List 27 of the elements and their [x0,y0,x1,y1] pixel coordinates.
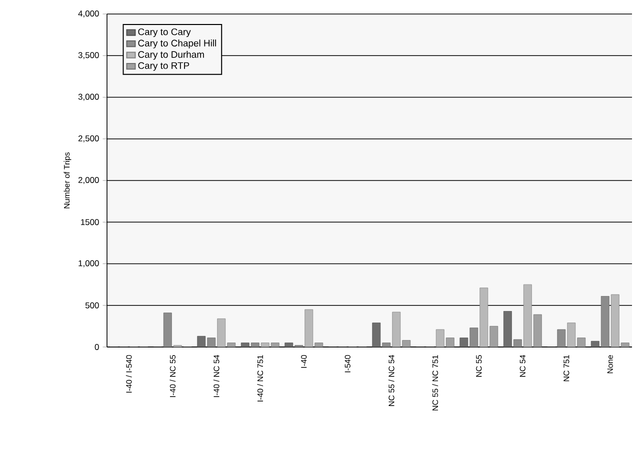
bar [470,328,478,347]
bar [217,318,226,347]
y-tick-label: 4,000 [78,10,99,18]
y-tick-label: 2,500 [78,135,99,142]
y-tick-label: 3,000 [78,94,99,101]
bar [304,309,314,347]
bar [392,312,401,347]
legend-label: Cary to Chapel Hill [138,40,216,48]
bar [523,284,532,347]
bar [490,326,498,347]
bar [567,322,576,347]
y-tick-label: 0 [94,344,99,350]
y-tick-label: 500 [85,302,99,308]
legend-label: Cary to Cary [138,28,191,38]
y-tick-label: 3,500 [78,52,99,60]
y-tick-label: 2,000 [78,177,99,184]
y-tick-label: 1,000 [78,260,99,268]
legend-label: Cary to RTP [138,62,190,71]
bar [533,314,542,347]
legend-label: Cary to Durham [138,50,204,60]
bar [610,294,620,347]
bar [600,296,610,347]
bar [372,322,381,347]
bar [503,311,512,347]
bar [163,312,172,347]
y-tick-label: 1500 [81,219,99,226]
bar [480,288,488,347]
